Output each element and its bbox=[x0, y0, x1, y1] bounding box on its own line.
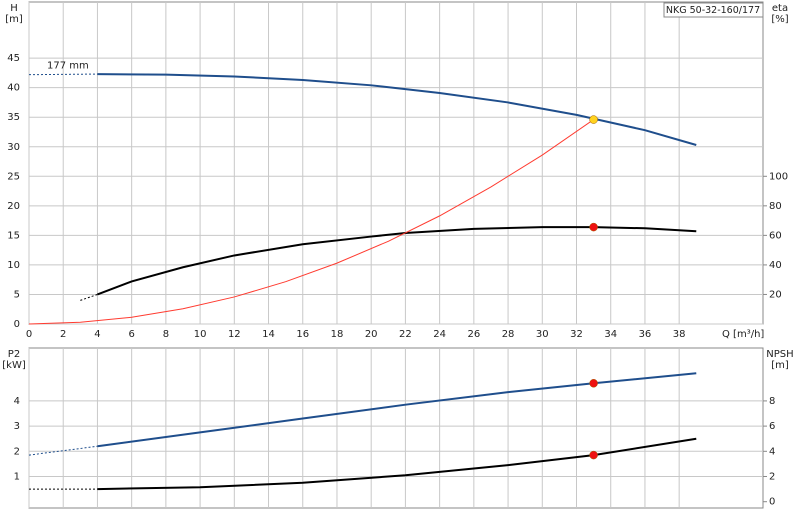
duty-point bbox=[589, 115, 598, 124]
y-tick-label: 0 bbox=[14, 319, 20, 330]
y-axis-label: H bbox=[10, 3, 18, 14]
y2-axis-label: eta bbox=[772, 3, 788, 14]
y-tick-label: 10 bbox=[7, 260, 20, 271]
y2-axis-unit: [m] bbox=[771, 360, 789, 371]
y-tick-label: 1 bbox=[14, 472, 20, 483]
y-tick-label: 5 bbox=[14, 289, 20, 300]
y2-tick-label: 100 bbox=[769, 171, 788, 182]
curve bbox=[97, 226, 697, 296]
duty-point bbox=[589, 222, 598, 232]
y2-tick-label: 6 bbox=[769, 421, 775, 432]
y2-axis-unit: [%] bbox=[771, 14, 788, 25]
x-axis-label: Q [m³/h] bbox=[722, 329, 764, 340]
y2-tick-label: 8 bbox=[769, 396, 775, 407]
duty-point bbox=[589, 379, 598, 388]
x-tick-label: 22 bbox=[399, 329, 412, 340]
y2-tick-label: 4 bbox=[769, 446, 775, 457]
x-tick-label: 0 bbox=[26, 329, 32, 340]
x-tick-label: 12 bbox=[228, 329, 241, 340]
x-tick-label: 24 bbox=[433, 329, 446, 340]
y2-axis-label: NPSH bbox=[766, 349, 793, 360]
x-tick-label: 28 bbox=[502, 329, 515, 340]
x-tick-label: 26 bbox=[467, 329, 480, 340]
x-tick-label: 38 bbox=[673, 329, 686, 340]
curve bbox=[97, 372, 697, 448]
y-tick-label: 30 bbox=[7, 142, 20, 153]
chart-title: NKG 50-32-160/177 bbox=[666, 5, 760, 16]
y-tick-label: 3 bbox=[14, 421, 20, 432]
title-box bbox=[663, 2, 764, 18]
y-tick-label: 25 bbox=[7, 171, 20, 182]
y-axis-label: P2 bbox=[8, 349, 20, 360]
y-axis-unit: [m] bbox=[5, 14, 23, 25]
y2-tick-label: 80 bbox=[769, 201, 782, 212]
y-tick-label: 35 bbox=[7, 112, 20, 123]
y2-tick-label: 20 bbox=[769, 289, 782, 300]
x-tick-label: 20 bbox=[365, 329, 378, 340]
y-tick-label: 45 bbox=[7, 53, 20, 64]
y2-tick-label: 40 bbox=[769, 260, 782, 271]
curve bbox=[28, 73, 98, 76]
x-tick-label: 10 bbox=[194, 329, 207, 340]
y2-tick-label: 60 bbox=[769, 230, 782, 241]
x-tick-label: 4 bbox=[94, 329, 100, 340]
x-tick-label: 8 bbox=[163, 329, 169, 340]
curve bbox=[28, 119, 594, 325]
x-tick-label: 6 bbox=[128, 329, 134, 340]
curve-annotation: 177 mm bbox=[47, 61, 89, 72]
plot-area bbox=[28, 347, 764, 509]
y-tick-label: 4 bbox=[14, 396, 20, 407]
y-tick-label: 2 bbox=[14, 446, 20, 457]
y-tick-label: 20 bbox=[7, 201, 20, 212]
y2-tick-label: 0 bbox=[769, 497, 775, 508]
duty-point bbox=[589, 450, 598, 460]
x-tick-label: 30 bbox=[536, 329, 549, 340]
y-tick-label: 15 bbox=[7, 230, 20, 241]
x-tick-label: 34 bbox=[604, 329, 617, 340]
x-tick-label: 18 bbox=[331, 329, 344, 340]
curve bbox=[97, 73, 697, 146]
curve bbox=[80, 293, 98, 301]
x-tick-label: 32 bbox=[570, 329, 583, 340]
curve bbox=[28, 445, 98, 456]
y-axis-unit: [kW] bbox=[2, 360, 26, 371]
x-tick-label: 2 bbox=[60, 329, 66, 340]
plot-area bbox=[28, 1, 764, 325]
x-tick-label: 36 bbox=[639, 329, 652, 340]
y-tick-label: 40 bbox=[7, 83, 20, 94]
y2-tick-label: 2 bbox=[769, 472, 775, 483]
x-tick-label: 14 bbox=[262, 329, 275, 340]
curve bbox=[97, 437, 697, 491]
x-tick-label: 16 bbox=[296, 329, 309, 340]
